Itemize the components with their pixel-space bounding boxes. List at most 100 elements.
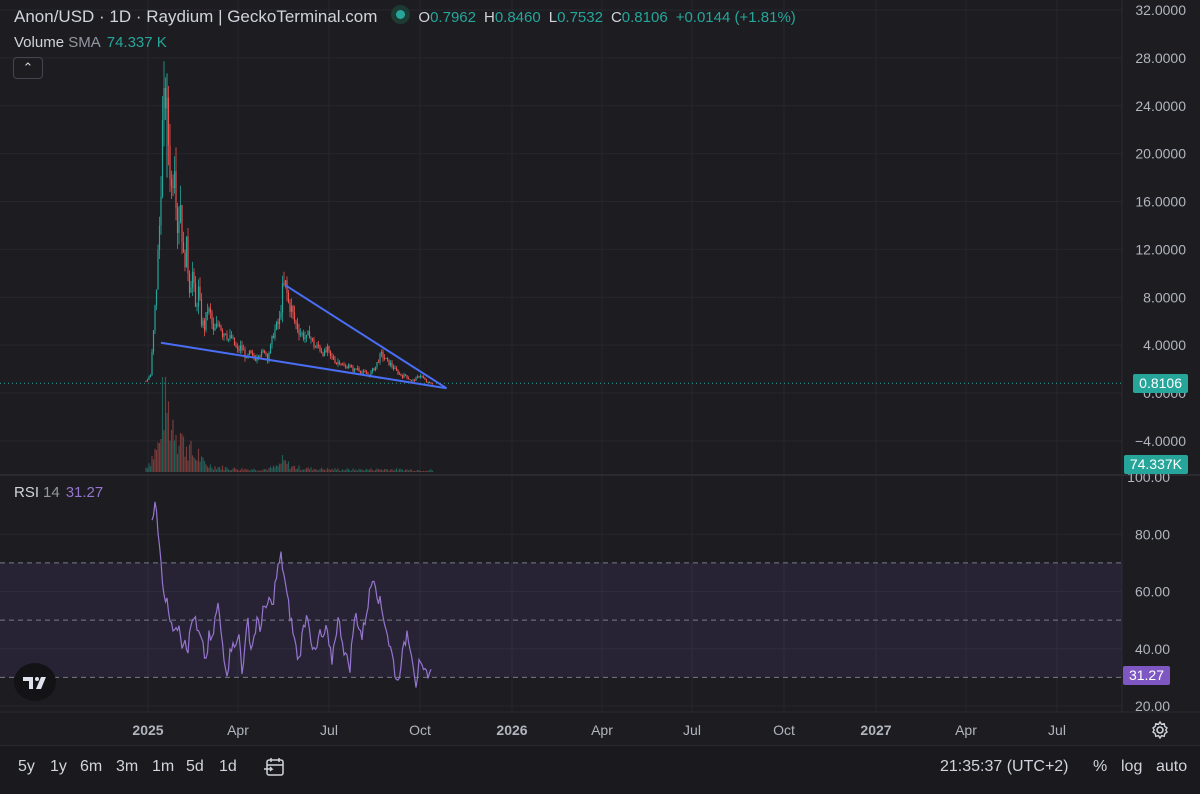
volume-bar bbox=[167, 401, 170, 472]
volume-bar bbox=[385, 469, 387, 472]
candle-body bbox=[410, 380, 413, 382]
log-scale-toggle[interactable]: log bbox=[1121, 758, 1143, 775]
range-5d-button[interactable]: 5d bbox=[186, 758, 204, 775]
candle-body bbox=[311, 338, 314, 341]
candle-body bbox=[379, 353, 381, 363]
candle-body bbox=[284, 280, 287, 285]
volume-bar bbox=[208, 467, 210, 472]
candle-body bbox=[167, 97, 170, 146]
volume-bar bbox=[287, 461, 290, 472]
volume-bar bbox=[161, 377, 164, 472]
volume-bar bbox=[220, 469, 222, 472]
candle-body bbox=[197, 286, 200, 307]
candle-body bbox=[374, 366, 377, 371]
volume-bar bbox=[310, 467, 312, 472]
candle-body bbox=[278, 317, 281, 325]
tradingview-logo[interactable] bbox=[14, 663, 56, 701]
candle-body bbox=[319, 345, 321, 351]
rsi-tick-label: 20.00 bbox=[1135, 698, 1170, 714]
volume-bar bbox=[190, 440, 192, 472]
volume-bar bbox=[422, 470, 425, 472]
collapse-legend-button[interactable]: ⌃ bbox=[13, 57, 43, 79]
candle-body bbox=[341, 364, 344, 366]
volume-bar bbox=[182, 436, 185, 472]
candle-body bbox=[206, 312, 209, 313]
candle-body bbox=[271, 335, 273, 345]
candle-body bbox=[302, 333, 305, 339]
volume-legend[interactable]: Volume SMA 74.337 K bbox=[14, 34, 167, 51]
rsi-legend[interactable]: RSI 14 31.27 bbox=[14, 484, 103, 501]
time-axis-label: Oct bbox=[409, 722, 431, 738]
range-6m-button[interactable]: 6m bbox=[80, 758, 103, 775]
low-label: L bbox=[548, 9, 558, 26]
volume-bar bbox=[152, 459, 155, 472]
volume-bar bbox=[250, 469, 252, 472]
time-axis-label: 2026 bbox=[496, 722, 527, 738]
candle-body bbox=[353, 368, 356, 372]
compare-dates-icon[interactable] bbox=[264, 756, 286, 778]
volume-bar bbox=[211, 467, 213, 472]
range-1y-button[interactable]: 1y bbox=[50, 758, 67, 775]
candle-body bbox=[364, 371, 366, 373]
candle-body bbox=[235, 345, 237, 348]
candle-body bbox=[377, 362, 380, 363]
symbol-title[interactable]: Anon/USD · 1D · Raydium | GeckoTerminal.… bbox=[14, 7, 378, 26]
volume-bar bbox=[236, 469, 239, 472]
volume-bar bbox=[370, 468, 372, 472]
price-tick-label: 28.0000 bbox=[1135, 50, 1186, 66]
percent-scale-toggle[interactable]: % bbox=[1093, 758, 1108, 775]
candle-body bbox=[179, 205, 182, 222]
auto-scale-toggle[interactable]: auto bbox=[1156, 758, 1188, 775]
range-5y-button[interactable]: 5y bbox=[18, 758, 35, 775]
volume-bar bbox=[281, 455, 284, 472]
volume-bar bbox=[158, 443, 161, 472]
volume-bar bbox=[389, 469, 392, 472]
tradingview-logo-icon bbox=[23, 677, 46, 689]
candle-body bbox=[404, 374, 407, 376]
candle-body bbox=[337, 361, 339, 364]
volume-bar bbox=[242, 470, 245, 472]
candle-body bbox=[163, 88, 165, 121]
rsi-value: 31.27 bbox=[65, 484, 104, 501]
timezone-clock[interactable]: 21:35:37 (UTC+2) bbox=[940, 758, 1069, 775]
candle-body bbox=[181, 205, 183, 243]
volume-bar bbox=[274, 467, 276, 472]
range-1d-button[interactable]: 1d bbox=[219, 758, 237, 775]
price-tick-label: 32.0000 bbox=[1135, 2, 1186, 18]
volume-bar bbox=[191, 455, 194, 472]
volume-bar bbox=[176, 454, 179, 472]
range-3m-button[interactable]: 3m bbox=[116, 758, 139, 775]
candle-body bbox=[343, 364, 345, 366]
range-1m-button[interactable]: 1m bbox=[152, 758, 175, 775]
volume-bar bbox=[248, 470, 251, 472]
candle-body bbox=[350, 365, 353, 368]
volume-bar bbox=[245, 469, 248, 472]
volume-bar bbox=[415, 471, 417, 472]
volume-bar bbox=[268, 467, 270, 472]
candle-body bbox=[170, 179, 173, 187]
volume-bar bbox=[425, 471, 428, 472]
volume-bar bbox=[410, 469, 413, 472]
gear-icon[interactable] bbox=[1150, 720, 1170, 740]
volume-bar bbox=[169, 440, 171, 472]
candle-body bbox=[358, 368, 360, 372]
volume-bar bbox=[341, 469, 344, 472]
candle-body bbox=[289, 302, 291, 312]
volume-bar bbox=[217, 467, 219, 472]
volume-bar bbox=[179, 432, 182, 472]
candle-body bbox=[212, 323, 215, 331]
volume-bar bbox=[293, 465, 296, 472]
candle-body bbox=[256, 357, 258, 361]
candle-body bbox=[389, 362, 392, 366]
candle-body bbox=[172, 186, 174, 188]
volume-bar bbox=[338, 470, 341, 472]
volume-bar bbox=[403, 471, 405, 472]
volume-bar bbox=[361, 469, 363, 472]
volume-sma-label: SMA bbox=[68, 34, 101, 51]
candle-body bbox=[314, 346, 317, 348]
candle-body bbox=[175, 171, 177, 208]
candle-body bbox=[430, 382, 432, 384]
volume-bar bbox=[355, 469, 357, 472]
volume-bar bbox=[247, 469, 249, 472]
